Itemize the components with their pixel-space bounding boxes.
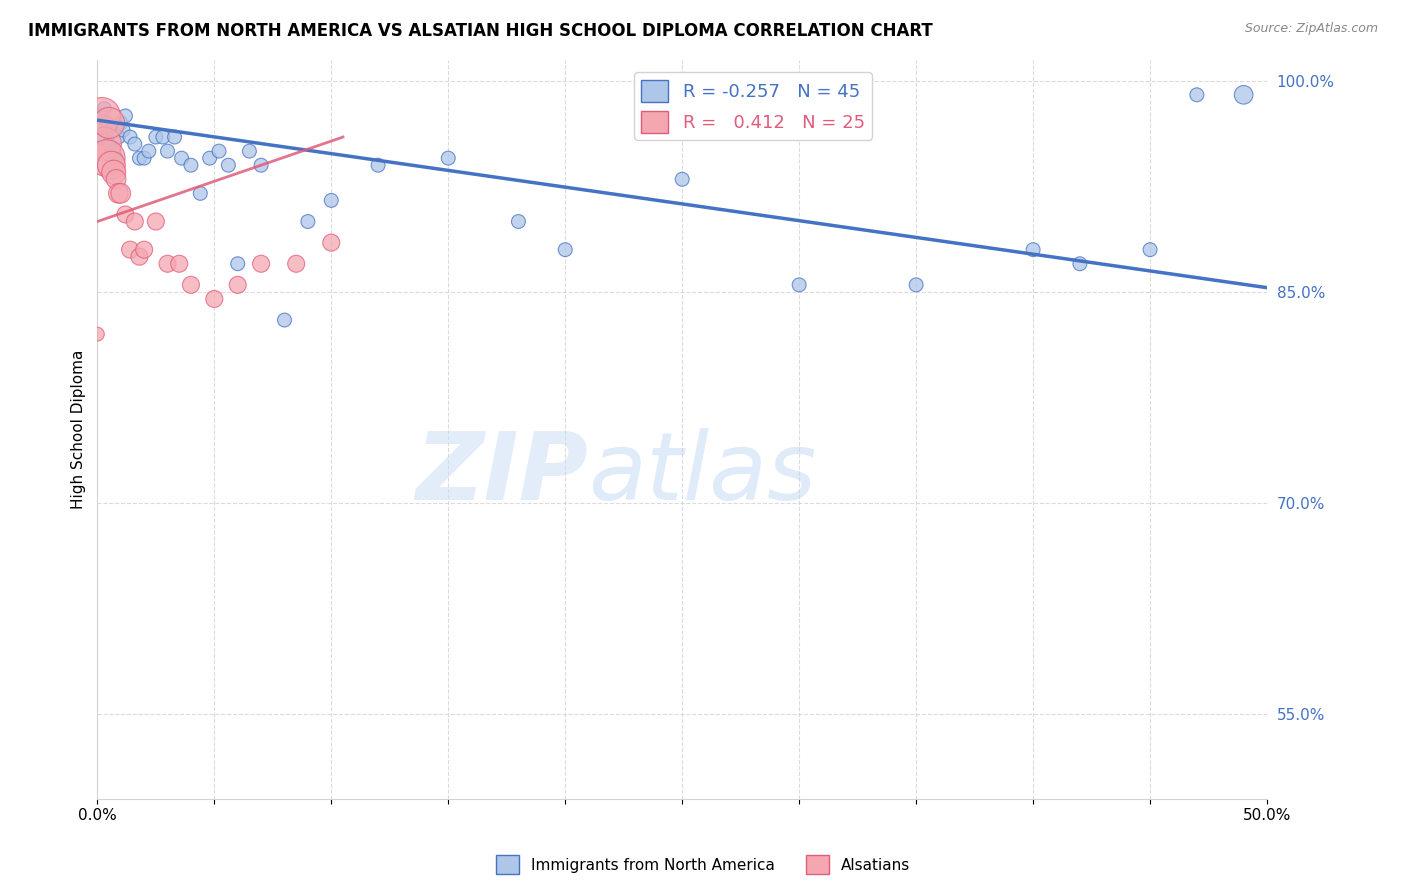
Point bbox=[170, 151, 193, 165]
Point bbox=[91, 109, 114, 123]
Point bbox=[1069, 257, 1091, 271]
Point bbox=[128, 151, 150, 165]
Text: ZIP: ZIP bbox=[416, 427, 589, 519]
Point bbox=[554, 243, 576, 257]
Point bbox=[671, 172, 693, 186]
Point bbox=[103, 144, 125, 158]
Point bbox=[321, 235, 343, 250]
Point bbox=[1022, 243, 1045, 257]
Point bbox=[297, 214, 319, 228]
Point bbox=[98, 116, 121, 130]
Point bbox=[120, 243, 142, 257]
Legend: R = -0.257   N = 45, R =   0.412   N = 25: R = -0.257 N = 45, R = 0.412 N = 25 bbox=[634, 72, 872, 140]
Point bbox=[217, 158, 239, 172]
Point bbox=[107, 130, 129, 145]
Point bbox=[86, 327, 108, 342]
Point bbox=[905, 277, 928, 292]
Point bbox=[120, 130, 142, 145]
Point bbox=[273, 313, 295, 327]
Point bbox=[100, 123, 122, 137]
Point bbox=[134, 151, 156, 165]
Point bbox=[93, 102, 115, 116]
Point bbox=[180, 277, 202, 292]
Point bbox=[1139, 243, 1161, 257]
Point bbox=[145, 214, 167, 228]
Point bbox=[163, 130, 186, 145]
Point bbox=[96, 116, 118, 130]
Point bbox=[110, 186, 132, 201]
Point bbox=[238, 144, 260, 158]
Point bbox=[437, 151, 460, 165]
Point bbox=[156, 144, 179, 158]
Point bbox=[226, 257, 249, 271]
Point bbox=[202, 292, 225, 306]
Point bbox=[112, 123, 135, 137]
Point bbox=[1185, 87, 1208, 102]
Point bbox=[110, 116, 132, 130]
Point bbox=[105, 172, 128, 186]
Point bbox=[180, 158, 202, 172]
Point bbox=[96, 151, 118, 165]
Point bbox=[89, 144, 111, 158]
Point bbox=[134, 243, 156, 257]
Point bbox=[367, 158, 389, 172]
Point bbox=[103, 165, 125, 179]
Point bbox=[93, 137, 115, 152]
Point bbox=[787, 277, 810, 292]
Point bbox=[138, 144, 160, 158]
Y-axis label: High School Diploma: High School Diploma bbox=[72, 350, 86, 508]
Point bbox=[114, 207, 136, 221]
Text: Source: ZipAtlas.com: Source: ZipAtlas.com bbox=[1244, 22, 1378, 36]
Point bbox=[128, 250, 150, 264]
Point bbox=[321, 194, 343, 208]
Point bbox=[156, 257, 179, 271]
Point bbox=[208, 144, 231, 158]
Point bbox=[100, 158, 122, 172]
Legend: Immigrants from North America, Alsatians: Immigrants from North America, Alsatians bbox=[489, 849, 917, 880]
Point bbox=[188, 186, 211, 201]
Point bbox=[145, 130, 167, 145]
Point bbox=[89, 109, 111, 123]
Point bbox=[198, 151, 221, 165]
Point bbox=[508, 214, 530, 228]
Point bbox=[1233, 87, 1256, 102]
Point bbox=[98, 137, 121, 152]
Point bbox=[114, 109, 136, 123]
Point bbox=[124, 137, 146, 152]
Point bbox=[226, 277, 249, 292]
Point bbox=[167, 257, 190, 271]
Point bbox=[91, 130, 114, 145]
Text: IMMIGRANTS FROM NORTH AMERICA VS ALSATIAN HIGH SCHOOL DIPLOMA CORRELATION CHART: IMMIGRANTS FROM NORTH AMERICA VS ALSATIA… bbox=[28, 22, 932, 40]
Text: atlas: atlas bbox=[589, 428, 817, 519]
Point bbox=[250, 257, 273, 271]
Point bbox=[152, 130, 174, 145]
Point bbox=[124, 214, 146, 228]
Point bbox=[105, 151, 128, 165]
Point bbox=[107, 186, 129, 201]
Point bbox=[250, 158, 273, 172]
Point bbox=[285, 257, 308, 271]
